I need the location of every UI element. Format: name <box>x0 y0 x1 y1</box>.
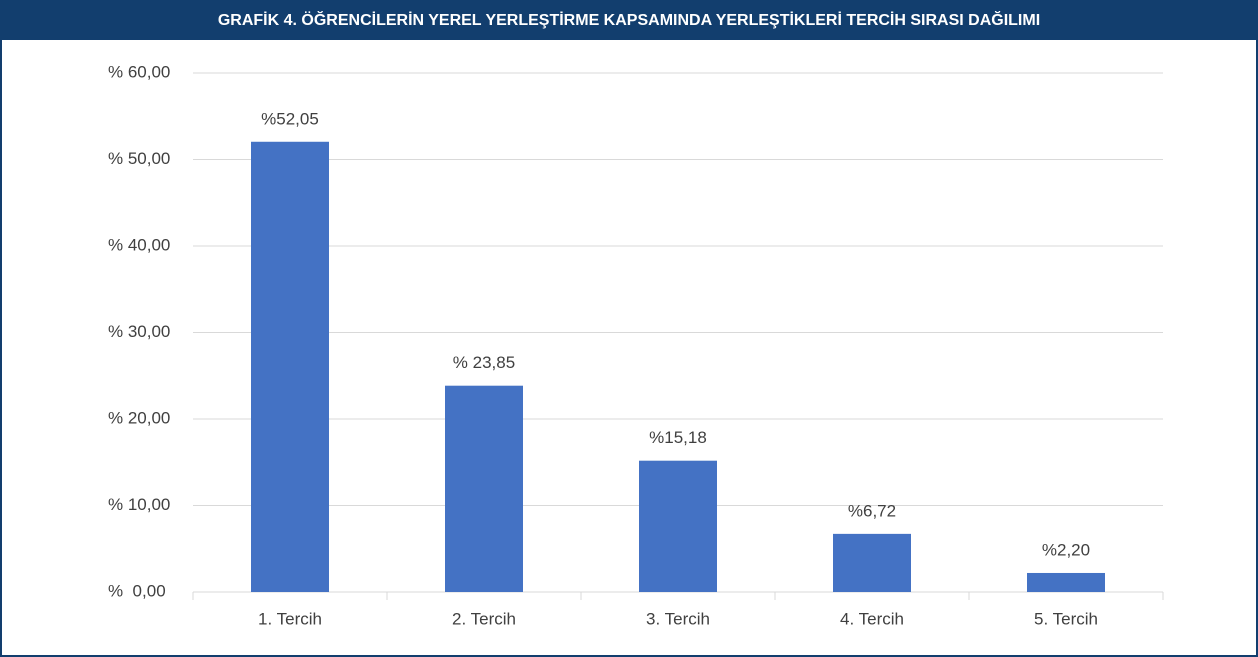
header-bar <box>0 0 1258 40</box>
value-label: %2,20 <box>1042 540 1090 559</box>
y-tick-label: % 0,00 <box>108 581 166 600</box>
chart-title: GRAFİK 4. ÖĞRENCİLERİN YEREL YERLEŞTİRME… <box>218 10 1040 29</box>
y-tick-label: % 50,00 <box>108 149 170 168</box>
bar <box>639 460 717 592</box>
x-tick-label: 5. Tercih <box>1034 609 1098 628</box>
value-label: %6,72 <box>848 501 896 520</box>
y-tick-label: % 30,00 <box>108 322 170 341</box>
value-label: % 23,85 <box>453 353 515 372</box>
x-tick-label: 3. Tercih <box>646 609 710 628</box>
x-tick-label: 2. Tercih <box>452 609 516 628</box>
bar <box>251 141 329 592</box>
x-tick-label: 4. Tercih <box>840 609 904 628</box>
y-tick-label: % 60,00 <box>108 62 170 81</box>
y-tick-label: % 20,00 <box>108 408 170 427</box>
y-tick-label: % 10,00 <box>108 495 170 514</box>
bar <box>1027 572 1105 592</box>
value-label: %52,05 <box>261 109 319 128</box>
bar <box>833 533 911 592</box>
bar <box>445 385 523 592</box>
y-tick-label: % 40,00 <box>108 235 170 254</box>
value-label: %15,18 <box>649 428 707 447</box>
x-tick-label: 1. Tercih <box>258 609 322 628</box>
